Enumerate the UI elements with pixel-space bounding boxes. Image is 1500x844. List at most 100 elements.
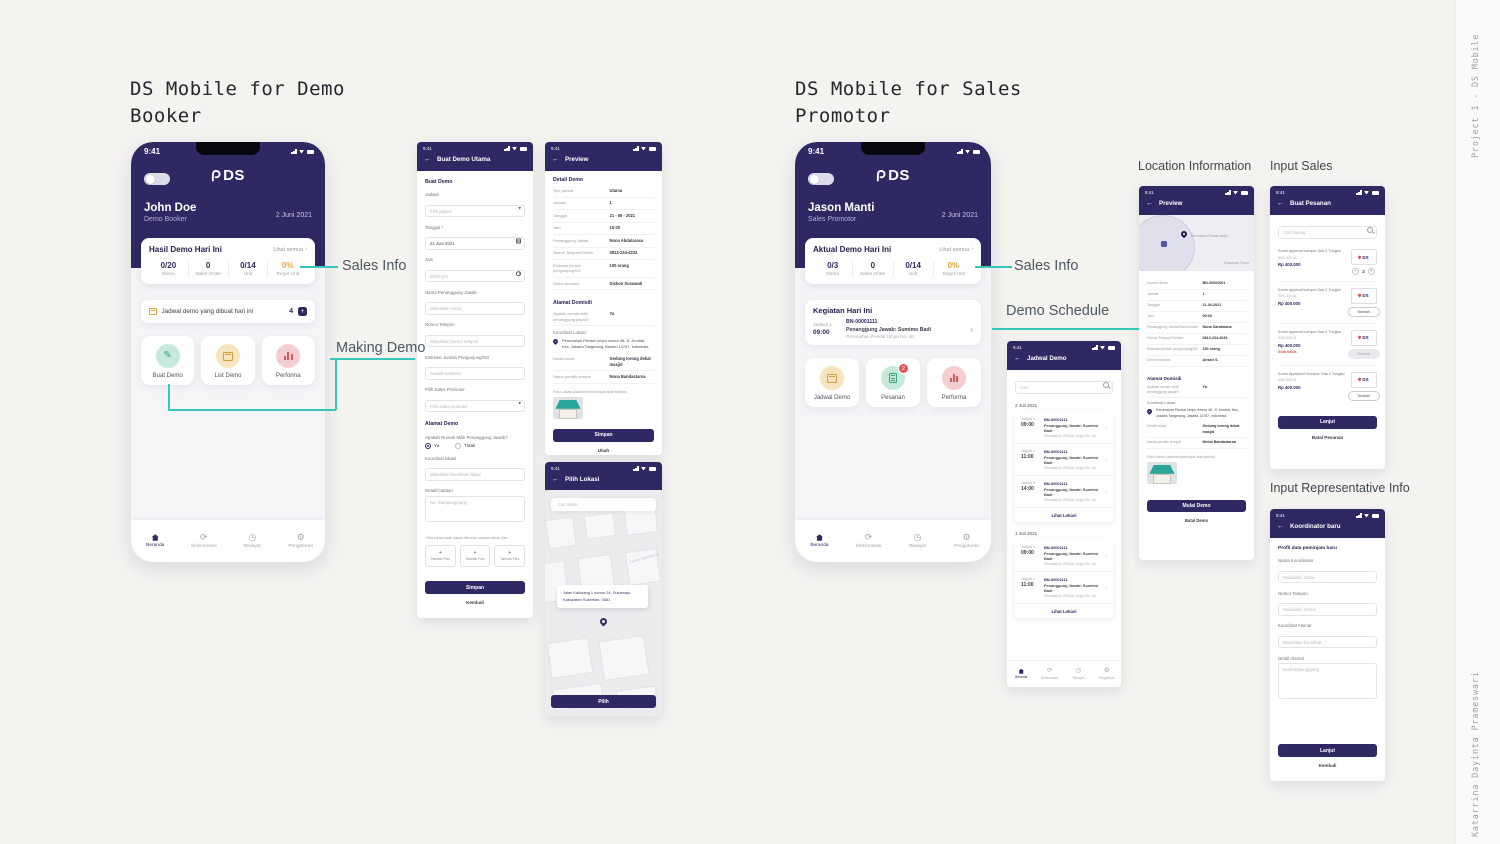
pilih-button[interactable]: Pilih (551, 695, 656, 708)
app-header: 9:41 ← Buat Demo Utama (417, 142, 533, 171)
nav-sinkronisasi[interactable]: ⟳ Sinkronisasi (855, 532, 882, 550)
lanjut-button[interactable]: Lanjut (1278, 744, 1377, 757)
phone-notch (196, 142, 260, 155)
lihat-lokasi-link[interactable]: Lihat Lokasi (1051, 512, 1077, 518)
detail-alamat-textarea[interactable] (1278, 663, 1377, 704)
simpan-button[interactable]: Simpan (425, 581, 525, 595)
batal-pesanan-link[interactable]: Batal Pesanan (1311, 434, 1344, 440)
back-icon[interactable]: ← (552, 156, 559, 163)
minus-button[interactable]: – (1352, 268, 1359, 275)
map-search[interactable] (551, 498, 656, 511)
chevron-right-icon[interactable]: › (970, 324, 973, 334)
performa-button[interactable]: Performa (261, 336, 315, 385)
nav-riwayat[interactable]: ◷ Riwayat (1072, 667, 1084, 680)
nav-pengaturan[interactable]: ⚙ Pengaturan (954, 532, 979, 550)
search-input[interactable] (1278, 221, 1377, 239)
stat-unit: 0/14 Unit (892, 261, 933, 277)
add-schedule-icon[interactable]: + (298, 307, 307, 316)
tambah-foto-button[interactable]: + Tambah Foto (459, 545, 491, 568)
nav-beranda[interactable]: Beranda (131, 520, 180, 562)
pesanan-button[interactable]: 2 Pesanan (866, 358, 920, 407)
schedule-entry[interactable]: Jadwal 2 11:00 BN-00001111 Penanggung Jawa… (1015, 444, 1113, 476)
connector-line (168, 384, 170, 410)
koordinat-input[interactable] (425, 463, 525, 481)
koordinat-alamat-input[interactable] (1278, 631, 1377, 649)
map-canvas[interactable]: Jalan Gandaria Jalan Kaliurang 1 nomor 2… (545, 490, 662, 716)
schedule-entry[interactable]: Jadwal 3 14:00 BN-00001111 Penanggung Jawa… (1015, 476, 1113, 508)
lihat-semua-link[interactable]: Lihat semua › (273, 245, 307, 253)
jadwal-demo-button[interactable]: Jadwal Demo (805, 358, 859, 407)
tambah-button[interactable]: Tambah (1347, 306, 1380, 317)
lanjut-button[interactable]: Lanjut (1278, 415, 1377, 429)
estimasi-label: Estimasi Jumlah Pengunjung/SO (425, 354, 490, 360)
plus-button[interactable]: + (1368, 268, 1375, 275)
performa-button[interactable]: Performa (927, 358, 981, 407)
radio-tidak[interactable]: Tidak (455, 442, 475, 449)
theme-toggle[interactable] (144, 173, 170, 185)
tambah-foto-button[interactable]: + Tambah Foto (425, 545, 456, 568)
nav-pengaturan[interactable]: ⚙ Pengaturan (1098, 667, 1115, 680)
back-icon[interactable]: ← (1014, 355, 1021, 362)
quantity-value: 2 (1362, 268, 1365, 274)
jadwal-select[interactable]: ▾ (425, 200, 525, 218)
summary-card: Aktual Demo Hari Ini Lihat semua › 0/3 D… (805, 238, 981, 284)
back-icon[interactable]: ← (1277, 200, 1284, 207)
lihat-lokasi-link[interactable]: Lihat Lokasi (1051, 608, 1077, 614)
lihat-semua-link[interactable]: Lihat semua › (939, 245, 973, 253)
list-demo-button[interactable]: List Demo (201, 336, 255, 385)
address-row: Perumahan Pendai Umpu nomor 48, Jl. Jend… (551, 338, 654, 350)
nomor-telepon-input[interactable] (1278, 598, 1377, 616)
nama-koordinator-input[interactable] (1278, 566, 1377, 584)
back-icon[interactable]: ← (1277, 523, 1284, 530)
telepon-input[interactable] (425, 330, 525, 348)
nav-pengaturan[interactable]: ⚙ Pengaturan (288, 532, 314, 550)
theme-toggle[interactable] (808, 173, 834, 185)
user-name: Jason Manti (808, 202, 875, 214)
buat-demo-button[interactable]: ✎ Buat Demo (141, 336, 195, 385)
photo-label: Foto Lokasi (dokumen/penunjuk arah sekit… (553, 389, 627, 394)
nav-beranda[interactable]: Beranda (1007, 661, 1036, 687)
wifi-icon (1364, 513, 1369, 518)
section-alamat-domisili: Alamat Domisili (553, 300, 592, 307)
search-input[interactable] (1015, 376, 1113, 394)
nav-riwayat[interactable]: ◷ Riwayat (243, 532, 261, 550)
schedule-entry[interactable]: Jadwal 1 09:00 BN-00001111 Penanggung Jawa… (1015, 540, 1113, 572)
nav-sinkronisasi[interactable]: ⟳ Sinkronisasi (1041, 667, 1059, 680)
batal-demo-link[interactable]: Batal Demo (1184, 518, 1209, 524)
location-pin-icon[interactable] (598, 616, 609, 627)
tambah-button[interactable]: Tambah (1347, 390, 1380, 401)
summary-title: Aktual Demo Hari Ini (813, 245, 892, 254)
map-preview[interactable]: Perumahan Pendai Umpu Kawasan Timur (1139, 215, 1254, 271)
nav-beranda[interactable]: Beranda (795, 520, 844, 562)
back-icon[interactable]: ← (552, 476, 559, 483)
photo-label: Foto Lokasi (dokumen/penunjuk arah sekit… (1147, 455, 1216, 460)
screen-title: Buat Demo Utama (437, 156, 491, 163)
detail-textarea[interactable] (425, 495, 525, 527)
simpan-button[interactable]: Simpan (553, 428, 654, 442)
kembali-link[interactable]: Kembali (466, 600, 484, 606)
back-icon[interactable]: ← (1146, 200, 1153, 207)
schedule-entry[interactable]: Jadwal 2 11:00 BN-00001111 Penanggung Jawa… (1015, 572, 1113, 604)
promotor-select[interactable]: ▾ (425, 395, 525, 413)
screen-title: Buat Pesanan (1290, 200, 1331, 207)
nav-sinkronisasi[interactable]: ⟳ Sinkronisasi (190, 532, 217, 550)
status-time: 9:41 (1013, 345, 1022, 350)
kembali-link[interactable]: Kembali (1318, 763, 1337, 768)
chevron-right-icon: › (1105, 584, 1107, 591)
back-icon[interactable]: ← (424, 156, 431, 163)
ubah-link[interactable]: Ubah (597, 447, 610, 453)
estimasi-input[interactable] (425, 362, 525, 380)
schedule-entry[interactable]: Jadwal 1 09:00 BN-00001111 Penanggung Jawa… (1015, 412, 1113, 444)
tanggal-input[interactable] (425, 232, 525, 250)
nav-riwayat[interactable]: ◷ Riwayat (908, 532, 927, 550)
status-icons (633, 146, 656, 151)
schedule-row[interactable]: Jadwal demo yang dibuat hari ini 4 + (141, 300, 315, 323)
status-icons (504, 146, 527, 151)
tambah-foto-button[interactable]: + Tambah Foto (494, 545, 526, 568)
radio-ya[interactable]: Ya (425, 442, 439, 449)
jam-input[interactable] (425, 265, 525, 283)
kegiatan-card[interactable]: Kegiatan Hari Ini Jadwal 1 09:00 BN-0000… (805, 300, 981, 345)
wifi-icon (641, 146, 646, 151)
mulai-demo-button[interactable]: Mulai Demo (1147, 500, 1246, 513)
nama-input[interactable] (425, 297, 525, 315)
